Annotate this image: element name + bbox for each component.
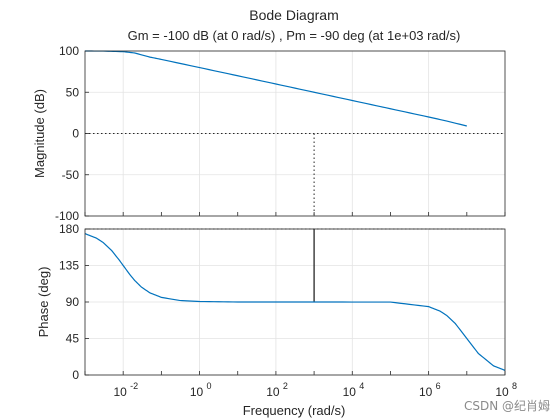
magnitude-y-tick-label: 100 bbox=[59, 44, 79, 58]
magnitude-y-tick-label: -50 bbox=[62, 168, 80, 182]
magnitude-series-line bbox=[84, 50, 467, 127]
x-tick-label-exponent: 2 bbox=[283, 381, 288, 391]
magnitude-axes-box bbox=[84, 50, 506, 217]
phase-y-tick-label: 90 bbox=[66, 295, 80, 309]
watermark: CSDN @纪肖姆 bbox=[463, 399, 550, 413]
x-tick-label: 10 bbox=[266, 385, 280, 399]
phase-y-tick-label: 180 bbox=[59, 222, 79, 236]
magnitude-y-tick-labels: 100 50 0 -50 -100 bbox=[55, 44, 79, 223]
x-tick-label: 10 bbox=[114, 385, 128, 399]
x-tick-labels: 10 -2 10 0 10 2 10 4 10 6 10 8 bbox=[114, 381, 518, 399]
x-tick-label-exponent: -2 bbox=[130, 381, 138, 391]
phase-y-tick-label: 135 bbox=[59, 259, 79, 273]
phase-y-tick-label: 45 bbox=[66, 332, 80, 346]
x-axis-label: Frequency (rad/s) bbox=[243, 403, 346, 418]
chart-subtitle: Gm = -100 dB (at 0 rad/s) , Pm = -90 deg… bbox=[128, 28, 461, 43]
phase-axes-box bbox=[84, 228, 506, 376]
magnitude-y-axis-label: Magnitude (dB) bbox=[32, 89, 47, 178]
x-tick-label-exponent: 4 bbox=[359, 381, 364, 391]
phase-y-tick-label: 0 bbox=[72, 368, 79, 382]
x-tick-label-exponent: 8 bbox=[512, 381, 517, 391]
x-tick-label: 10 bbox=[343, 385, 357, 399]
magnitude-y-tick-label: 0 bbox=[72, 127, 79, 141]
x-tick-label: 10 bbox=[495, 385, 509, 399]
phase-series-line bbox=[84, 233, 506, 371]
x-tick-label: 10 bbox=[419, 385, 433, 399]
phase-y-tick-labels: 180 135 90 45 0 bbox=[59, 222, 79, 382]
x-tick-label-exponent: 0 bbox=[207, 381, 212, 391]
x-tick-label: 10 bbox=[190, 385, 204, 399]
magnitude-axes: 100 50 0 -50 -100 Magnitude (dB) bbox=[32, 44, 506, 223]
x-tick-label-exponent: 6 bbox=[436, 381, 441, 391]
phase-y-axis-label: Phase (deg) bbox=[36, 267, 51, 338]
phase-axes: 180 135 90 45 0 Phase (deg) bbox=[36, 222, 506, 382]
chart-title: Bode Diagram bbox=[249, 7, 339, 23]
magnitude-y-tick-label: 50 bbox=[66, 85, 80, 99]
magnitude-y-tick-label: -100 bbox=[55, 209, 79, 223]
